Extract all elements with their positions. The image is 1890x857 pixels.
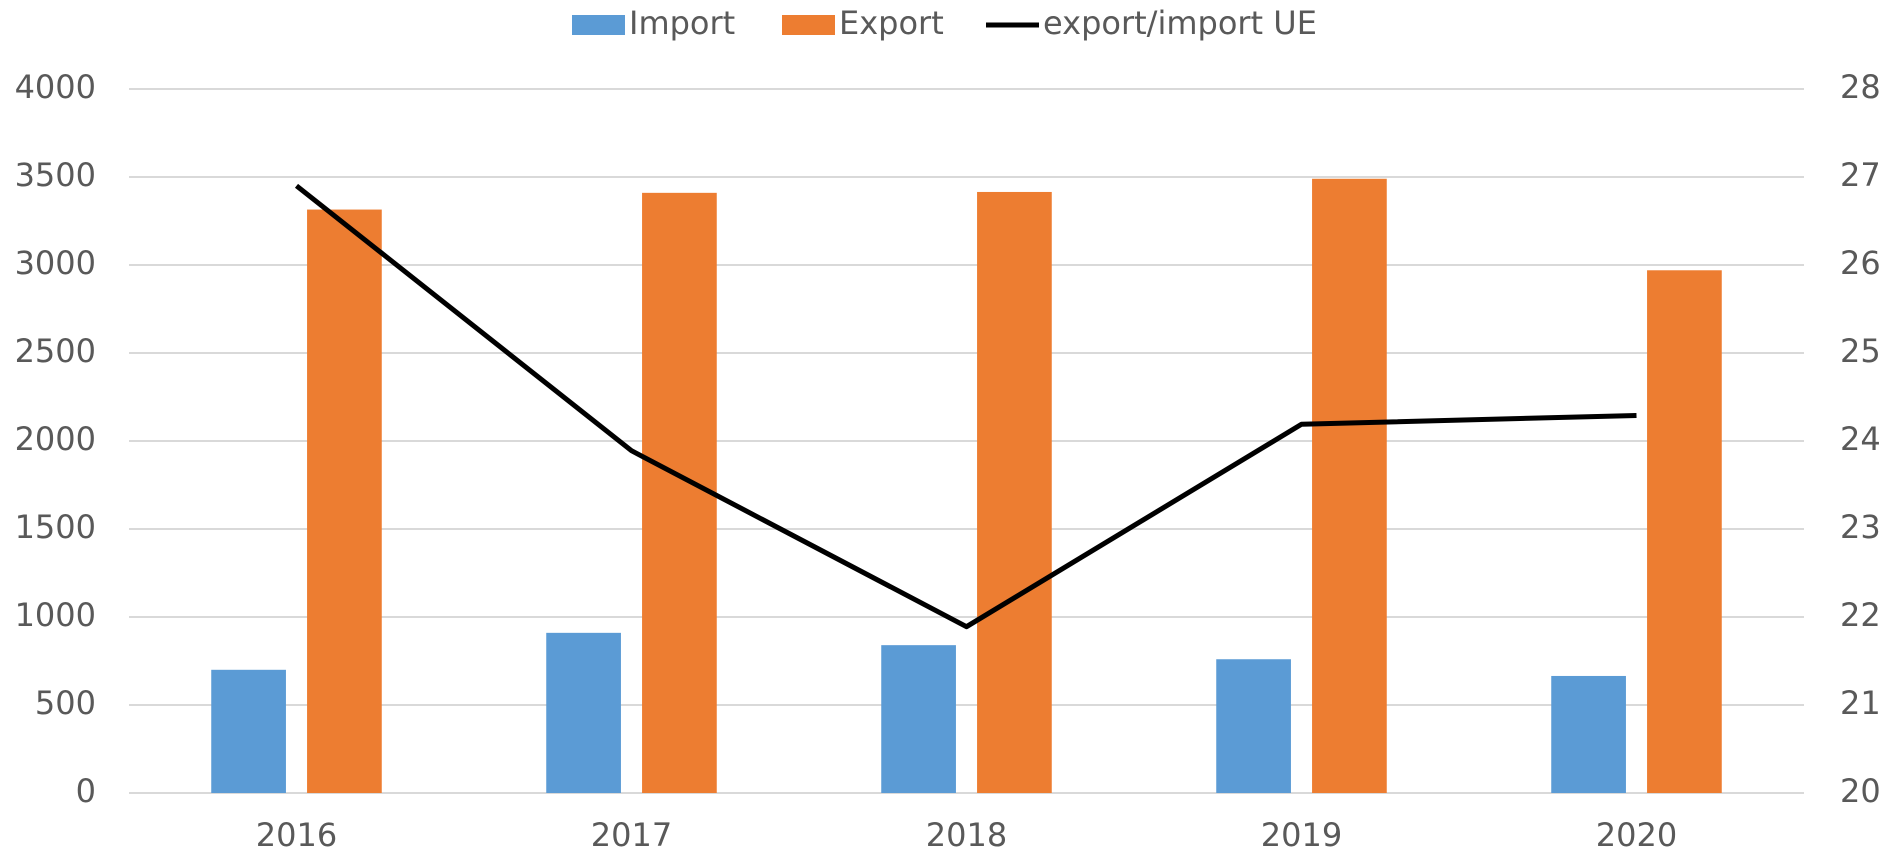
y-tick-label: 1000	[15, 596, 96, 634]
bar	[211, 669, 286, 793]
bar	[881, 645, 956, 793]
bar	[1647, 270, 1722, 793]
y-tick-label: 2500	[15, 332, 96, 370]
y2-tick-label: 24	[1840, 420, 1881, 458]
y2-tick-label: 26	[1840, 244, 1881, 282]
legend-label: Export	[839, 4, 944, 42]
y2-tick-label: 20	[1840, 772, 1881, 810]
y-tick-label: 2000	[15, 420, 96, 458]
y2-tick-label: 27	[1840, 156, 1881, 194]
line	[294, 183, 1637, 630]
legend-swatch	[782, 15, 835, 35]
x-tick-label: 2018	[926, 816, 1007, 854]
y2-tick-label: 25	[1840, 332, 1881, 370]
bar	[977, 191, 1052, 793]
y-tick-label: 1500	[15, 508, 96, 546]
x-tick-label: 2019	[1261, 816, 1342, 854]
bar	[642, 192, 717, 794]
y-tick-label: 3500	[15, 156, 96, 194]
legend-label: Import	[629, 4, 735, 42]
x-tick-label: 2020	[1596, 816, 1677, 854]
x-tick-label: 2017	[591, 816, 672, 854]
bar	[307, 209, 382, 793]
y-tick-label: 0	[76, 772, 96, 810]
bar	[546, 632, 621, 793]
y2-tick-label: 28	[1840, 68, 1881, 106]
y-tick-label: 4000	[15, 68, 96, 106]
legend-swatch	[572, 15, 625, 35]
bar	[1216, 659, 1291, 793]
x-tick-label: 2016	[256, 816, 337, 854]
y2-tick-label: 22	[1840, 596, 1881, 634]
bar	[1312, 178, 1387, 793]
bar	[1551, 675, 1626, 793]
y2-tick-label: 23	[1840, 508, 1881, 546]
y2-tick-label: 21	[1840, 684, 1881, 722]
y-tick-label: 500	[35, 684, 96, 722]
legend-label: export/import UE	[1043, 4, 1317, 42]
y-tick-label: 3000	[15, 244, 96, 282]
